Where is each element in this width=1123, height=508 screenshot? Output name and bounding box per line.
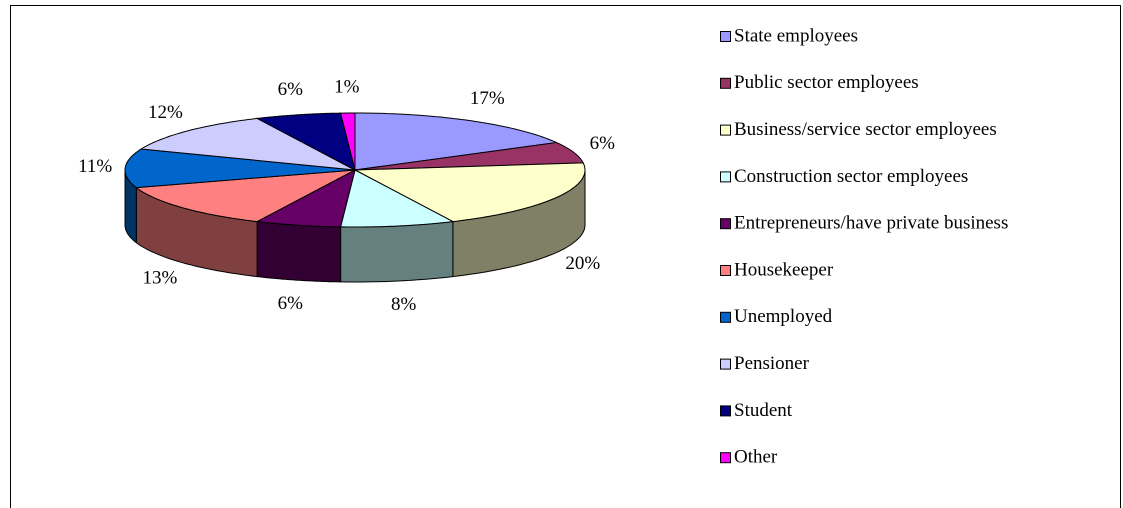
slice: [255, 169, 356, 228]
data-label: 8%: [391, 294, 417, 315]
legend-swatch: [720, 171, 731, 183]
legend-label: Entrepreneurs/have private business: [734, 213, 1008, 234]
data-label: 12%: [148, 102, 183, 123]
legend-swatch: [720, 265, 731, 276]
data-label: 6%: [590, 133, 616, 154]
legend-label: Housekeeper: [734, 259, 834, 280]
legend-label: Unemployed: [734, 306, 833, 327]
data-label: 20%: [565, 253, 600, 274]
data-label: 13%: [143, 268, 178, 289]
legend-swatch: [720, 218, 731, 230]
slice: [124, 148, 356, 189]
legend-label: Business/service sector employees: [734, 119, 997, 140]
slice: [135, 169, 356, 223]
legend-swatch: [720, 452, 731, 464]
slice: [353, 162, 586, 223]
legend-label: Other: [734, 447, 778, 468]
legend-swatch: [720, 405, 731, 417]
legend-label: Construction sector employees: [734, 166, 968, 187]
legend-swatch: [720, 124, 731, 136]
data-label: 6%: [278, 79, 304, 100]
data-label: 17%: [470, 88, 505, 109]
slice: [139, 117, 356, 171]
data-label: 11%: [78, 156, 112, 177]
slice: [354, 112, 557, 171]
data-label: 1%: [334, 76, 360, 97]
legend-label: Student: [734, 400, 793, 421]
legend-swatch: [720, 311, 731, 323]
slice: [339, 112, 356, 171]
legend-label: Public sector employees: [734, 72, 919, 93]
legend-swatch: [720, 31, 731, 42]
slice: [255, 112, 356, 171]
slice-side: [340, 221, 454, 283]
data-label: 6%: [278, 293, 304, 314]
legend-label: State employees: [734, 25, 858, 46]
slice-side: [256, 221, 342, 283]
legend-swatch: [720, 358, 731, 370]
slice: [339, 169, 455, 228]
legend-label: Pensioner: [734, 353, 810, 374]
legend-swatch: [720, 77, 731, 89]
slice: [354, 141, 584, 171]
